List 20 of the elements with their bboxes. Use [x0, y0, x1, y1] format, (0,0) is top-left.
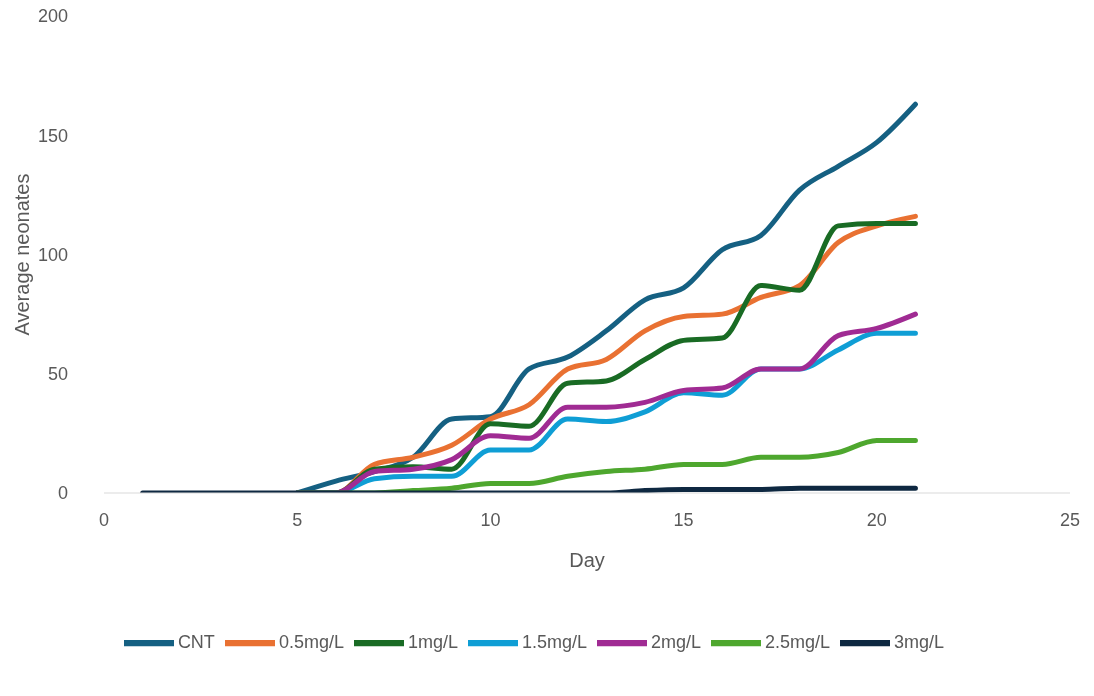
- y-tick-label: 100: [37, 244, 68, 265]
- legend-label: 2mg/L: [651, 631, 702, 652]
- legend-label: CNT: [177, 631, 215, 652]
- legend-label: 1.5mg/L: [521, 631, 587, 652]
- legend-label: 2.5mg/L: [765, 631, 831, 652]
- x-tick-label: 15: [673, 509, 694, 530]
- y-tick-label: 200: [37, 6, 68, 27]
- y-tick-label: 0: [57, 483, 68, 504]
- y-axis-title: Average neonates: [11, 173, 34, 336]
- x-tick-label: 0: [98, 509, 110, 530]
- legend-label: 1mg/L: [407, 631, 458, 652]
- x-tick-label: 25: [1059, 509, 1081, 530]
- x-tick-label: 20: [866, 509, 887, 530]
- y-tick-label: 150: [37, 125, 68, 146]
- x-tick-label: 10: [480, 509, 501, 530]
- legend-label: 3mg/L: [894, 631, 945, 652]
- x-axis-title: Day: [569, 549, 605, 571]
- y-tick-label: 50: [47, 364, 68, 385]
- legend-label: 0.5mg/L: [278, 631, 344, 652]
- x-tick-label: 5: [292, 509, 303, 530]
